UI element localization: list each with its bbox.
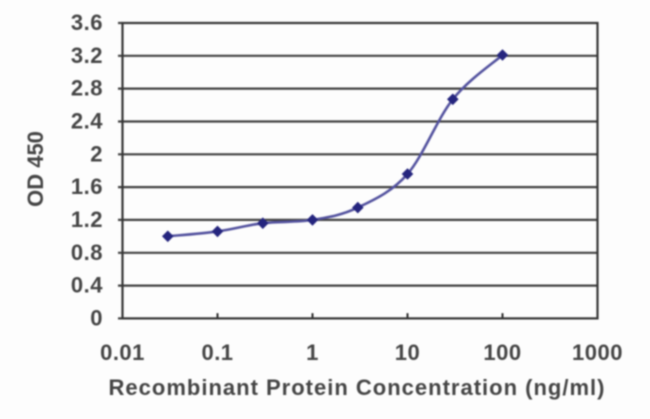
svg-text:1.6: 1.6 (71, 174, 103, 199)
svg-text:1000: 1000 (572, 340, 623, 365)
svg-text:0: 0 (90, 305, 103, 330)
svg-text:0.4: 0.4 (71, 273, 103, 298)
svg-text:0.1: 0.1 (201, 340, 233, 365)
svg-text:1.2: 1.2 (71, 207, 103, 232)
svg-text:0.01: 0.01 (100, 340, 145, 365)
svg-text:Recombinant Protein Concentrat: Recombinant Protein Concentration (ng/ml… (109, 375, 606, 400)
svg-text:2: 2 (90, 141, 103, 166)
svg-text:2.4: 2.4 (71, 109, 103, 134)
svg-text:1: 1 (306, 340, 319, 365)
svg-text:0.8: 0.8 (71, 240, 103, 265)
svg-text:100: 100 (483, 340, 521, 365)
svg-text:3.6: 3.6 (71, 10, 103, 35)
svg-text:2.8: 2.8 (71, 76, 103, 101)
svg-text:3.2: 3.2 (71, 43, 103, 68)
svg-text:10: 10 (395, 340, 420, 365)
svg-text:OD 450: OD 450 (23, 131, 48, 207)
